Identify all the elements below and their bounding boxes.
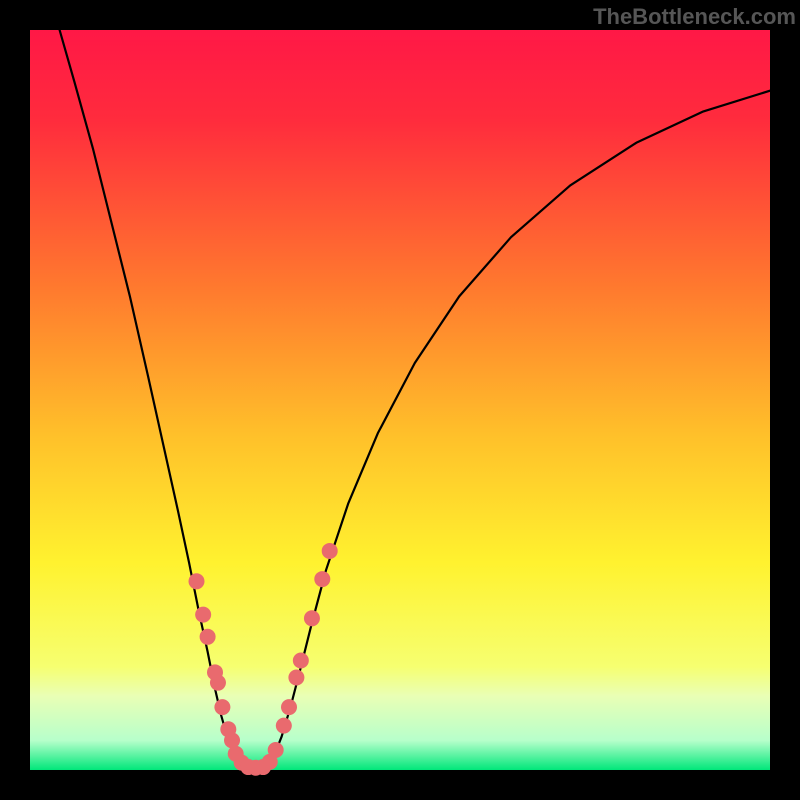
chart-root: TheBottleneck.com [0,0,800,800]
plot-background [30,30,770,770]
curve-marker [281,699,297,715]
curve-marker [304,610,320,626]
curve-marker [200,629,216,645]
curve-marker [293,652,309,668]
curve-marker [288,670,304,686]
curve-marker [189,573,205,589]
curve-marker [314,571,330,587]
watermark-text: TheBottleneck.com [593,4,796,30]
chart-svg [0,0,800,800]
curve-marker [276,718,292,734]
curve-marker [268,742,284,758]
curve-marker [195,607,211,623]
curve-marker [322,543,338,559]
curve-marker [210,675,226,691]
curve-marker [214,699,230,715]
